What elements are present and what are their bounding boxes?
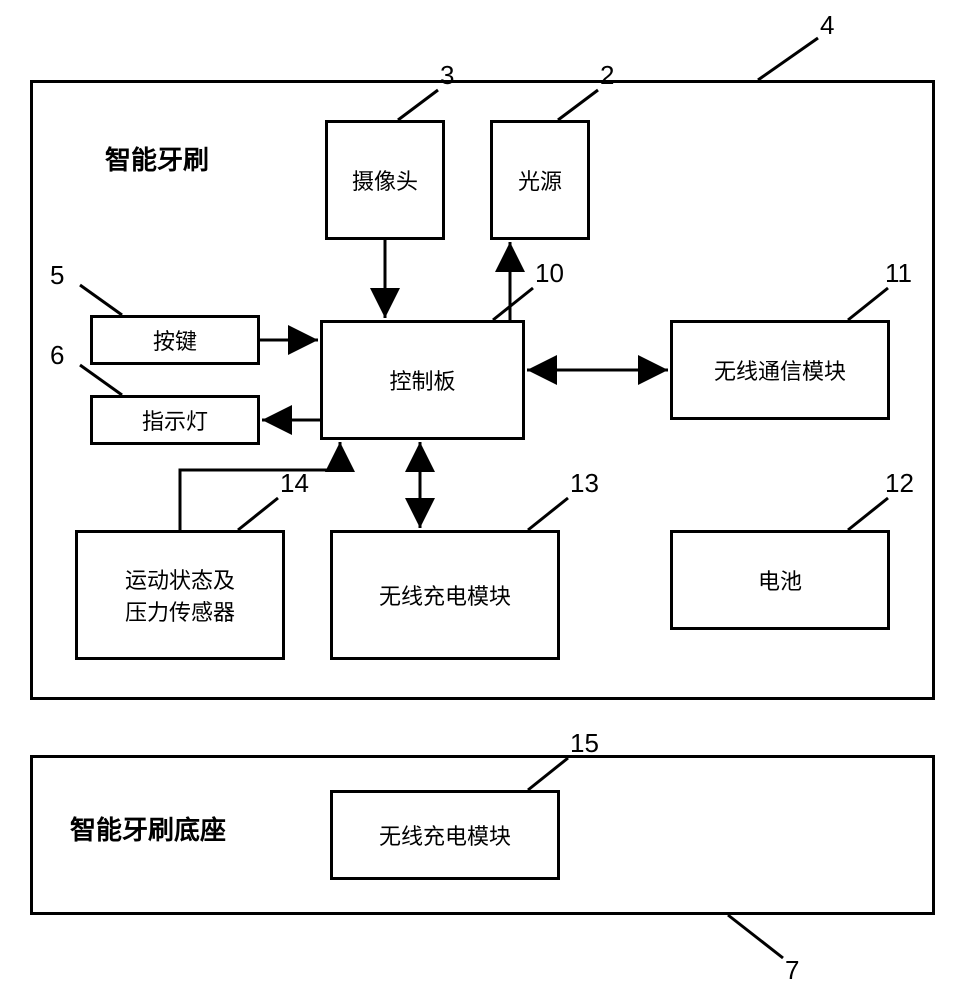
refnum-14: 14 (280, 468, 309, 499)
refnum-13: 13 (570, 468, 599, 499)
block-battery-label: 电池 (758, 564, 802, 596)
block-control: 控制板 (320, 320, 525, 440)
block-sensor-label: 运动状态及 压力传感器 (125, 563, 235, 627)
refnum-7: 7 (785, 955, 799, 986)
refnum-3: 3 (440, 60, 454, 91)
refnum-6: 6 (50, 340, 64, 371)
block-wireless: 无线通信模块 (670, 320, 890, 420)
block-indicator: 指示灯 (90, 395, 260, 445)
block-button-label: 按键 (153, 324, 197, 356)
block-button: 按键 (90, 315, 260, 365)
refnum-12: 12 (885, 468, 914, 499)
block-light: 光源 (490, 120, 590, 240)
refnum-10: 10 (535, 258, 564, 289)
diagram-canvas: 智能牙刷 智能牙刷底座 摄像头 光源 按键 指示灯 控制板 无线通信模块 运动状… (0, 0, 957, 1000)
block-control-label: 控制板 (389, 364, 455, 396)
block-charge-base: 无线充电模块 (330, 790, 560, 880)
block-sensor: 运动状态及 压力传感器 (75, 530, 285, 660)
refnum-5: 5 (50, 260, 64, 291)
title-base: 智能牙刷底座 (70, 810, 226, 847)
refnum-11: 11 (885, 258, 912, 289)
block-battery: 电池 (670, 530, 890, 630)
block-camera-label: 摄像头 (352, 164, 418, 196)
block-indicator-label: 指示灯 (142, 404, 208, 436)
refnum-2: 2 (600, 60, 614, 91)
block-camera: 摄像头 (325, 120, 445, 240)
block-charge-tb-label: 无线充电模块 (379, 579, 511, 611)
refnum-4: 4 (820, 10, 834, 41)
refnum-15: 15 (570, 728, 599, 759)
block-charge-tb: 无线充电模块 (330, 530, 560, 660)
title-toothbrush: 智能牙刷 (105, 140, 209, 177)
block-wireless-label: 无线通信模块 (714, 354, 846, 386)
block-light-label: 光源 (518, 164, 562, 196)
block-charge-base-label: 无线充电模块 (379, 819, 511, 851)
